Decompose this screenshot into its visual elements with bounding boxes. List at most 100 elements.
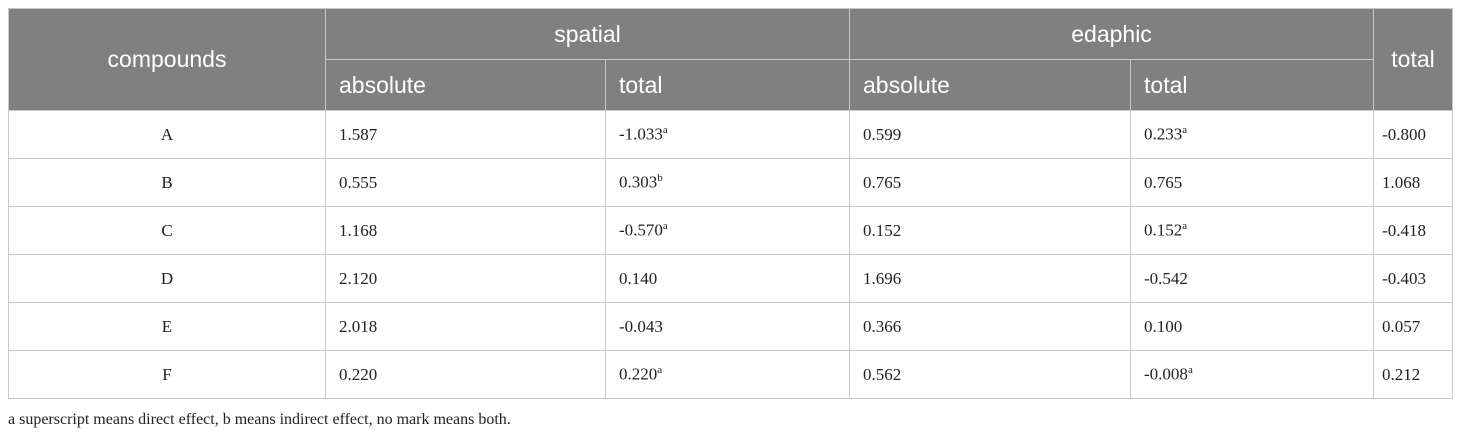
value-cell: 2.120	[325, 254, 606, 303]
header-group: spatial	[324, 8, 851, 60]
header-row: absolute total absolute total	[9, 59, 1453, 111]
table-row: A 1.587 -1.033a 0.599 0.233a -0.800	[8, 110, 1454, 159]
cell-text: 0.233	[1144, 124, 1183, 144]
value-cell: -0.008a	[1130, 350, 1375, 399]
value-cell: -0.570a	[604, 206, 851, 255]
superscript: a	[1187, 364, 1193, 377]
total-cell: -0.418	[1373, 206, 1454, 255]
value-cell: -0.043	[604, 302, 851, 351]
compound-cell: E	[8, 302, 326, 351]
cell-text: 0.152	[1144, 220, 1183, 240]
value-cell: 0.765	[849, 158, 1132, 207]
value-cell: 0.140	[604, 254, 851, 303]
superscript: a	[1182, 220, 1188, 233]
table-body: A 1.587 -1.033a 0.599 0.233a -0.800 B 0.555 0.30…	[8, 110, 1454, 399]
value-cell: 0.152	[849, 206, 1132, 255]
cell-text: 1.696	[863, 268, 902, 288]
cell-text: 0.220	[619, 364, 658, 384]
cell-text: -0.800	[1382, 124, 1426, 144]
header-cell: total	[1130, 59, 1375, 111]
header-row: compounds spatial edaphic total	[8, 8, 1454, 111]
cell-text: 0.057	[1382, 316, 1421, 336]
cell-text: 0.599	[863, 124, 902, 144]
value-cell: 1.168	[325, 206, 606, 255]
cell-text: -0.418	[1382, 220, 1426, 240]
header-group: edaphic	[849, 8, 1375, 60]
value-cell: 0.152a	[1130, 206, 1375, 255]
cell-text: B	[161, 172, 173, 192]
cell-text: F	[162, 364, 172, 384]
value-cell: 0.562	[849, 350, 1132, 399]
cell-text: -0.008	[1144, 364, 1188, 384]
table-row: C 1.168 -0.570a 0.152 0.152a -0.418	[8, 206, 1454, 255]
value-cell: 2.018	[325, 302, 606, 351]
cell-text: D	[160, 268, 174, 288]
cell-text: 0.140	[619, 268, 658, 288]
value-cell: 1.587	[325, 110, 606, 159]
header-cell: total	[1373, 8, 1454, 111]
value-cell: 0.220a	[604, 350, 851, 399]
cell-text: -0.403	[1382, 268, 1426, 288]
compound-cell: D	[8, 254, 326, 303]
value-cell: 0.765	[1130, 158, 1375, 207]
value-cell: 0.233a	[1130, 110, 1375, 159]
header-cell: total	[604, 59, 851, 111]
data-table: compounds spatial edaphic total absolute…	[8, 8, 1454, 399]
cell-text: 2.018	[339, 316, 378, 336]
value-cell: 0.100	[1130, 302, 1375, 351]
value-cell: 0.555	[325, 158, 606, 207]
total-cell: -0.403	[1373, 254, 1454, 303]
cell-text: -0.043	[619, 316, 663, 336]
value-cell: -0.542	[1130, 254, 1375, 303]
cell-text: 1.068	[1382, 172, 1421, 192]
total-cell: -0.800	[1373, 110, 1454, 159]
cell-text: 0.765	[1144, 172, 1183, 192]
superscript: a	[662, 124, 668, 137]
cell-text: 0.152	[863, 220, 902, 240]
total-cell: 0.057	[1373, 302, 1454, 351]
total-cell: 0.212	[1373, 350, 1454, 399]
value-cell: -1.033a	[604, 110, 851, 159]
table-header: compounds spatial edaphic total absolute…	[8, 8, 1454, 111]
header-cell: compounds	[8, 8, 326, 111]
cell-text: -1.033	[619, 124, 663, 144]
superscript: b	[657, 172, 663, 185]
value-cell: 0.599	[849, 110, 1132, 159]
value-cell: 0.303b	[604, 158, 851, 207]
superscript: a	[1182, 124, 1188, 137]
header-cell: absolute	[325, 59, 606, 111]
cell-text: 0.100	[1144, 316, 1183, 336]
compound-cell: A	[8, 110, 326, 159]
cell-text: E	[161, 316, 173, 336]
cell-text: 0.366	[863, 316, 902, 336]
cell-text: 1.587	[339, 124, 378, 144]
table-row: E 2.018 -0.043 0.366 0.100 0.057	[8, 302, 1454, 351]
cell-text: 0.555	[339, 172, 378, 192]
cell-text: 0.765	[863, 172, 902, 192]
superscript: a	[657, 364, 663, 377]
cell-text: 0.562	[863, 364, 902, 384]
cell-text: 0.220	[339, 364, 378, 384]
compound-cell: C	[8, 206, 326, 255]
header-cell: absolute	[849, 59, 1132, 111]
cell-text: -0.570	[619, 220, 663, 240]
cell-text: 0.212	[1382, 364, 1421, 384]
table-row: B 0.555 0.303b 0.765 0.765 1.068	[8, 158, 1454, 207]
cell-text: -0.542	[1144, 268, 1188, 288]
cell-text: C	[161, 220, 173, 240]
compound-cell: B	[8, 158, 326, 207]
table-row: D 2.120 0.140 1.696 -0.542 -0.403	[8, 254, 1454, 303]
footnote: a superscript means direct effect, b mea…	[8, 411, 511, 428]
cell-text: A	[160, 124, 174, 144]
value-cell: 0.220	[325, 350, 606, 399]
cell-text: 2.120	[339, 268, 378, 288]
value-cell: 0.366	[849, 302, 1132, 351]
cell-text: 0.303	[619, 172, 658, 192]
value-cell: 1.696	[849, 254, 1132, 303]
superscript: a	[662, 220, 668, 233]
cell-text: 1.168	[339, 220, 378, 240]
table-row: F 0.220 0.220a 0.562 -0.008a 0.212	[8, 350, 1454, 399]
total-cell: 1.068	[1373, 158, 1454, 207]
compound-cell: F	[8, 350, 326, 399]
